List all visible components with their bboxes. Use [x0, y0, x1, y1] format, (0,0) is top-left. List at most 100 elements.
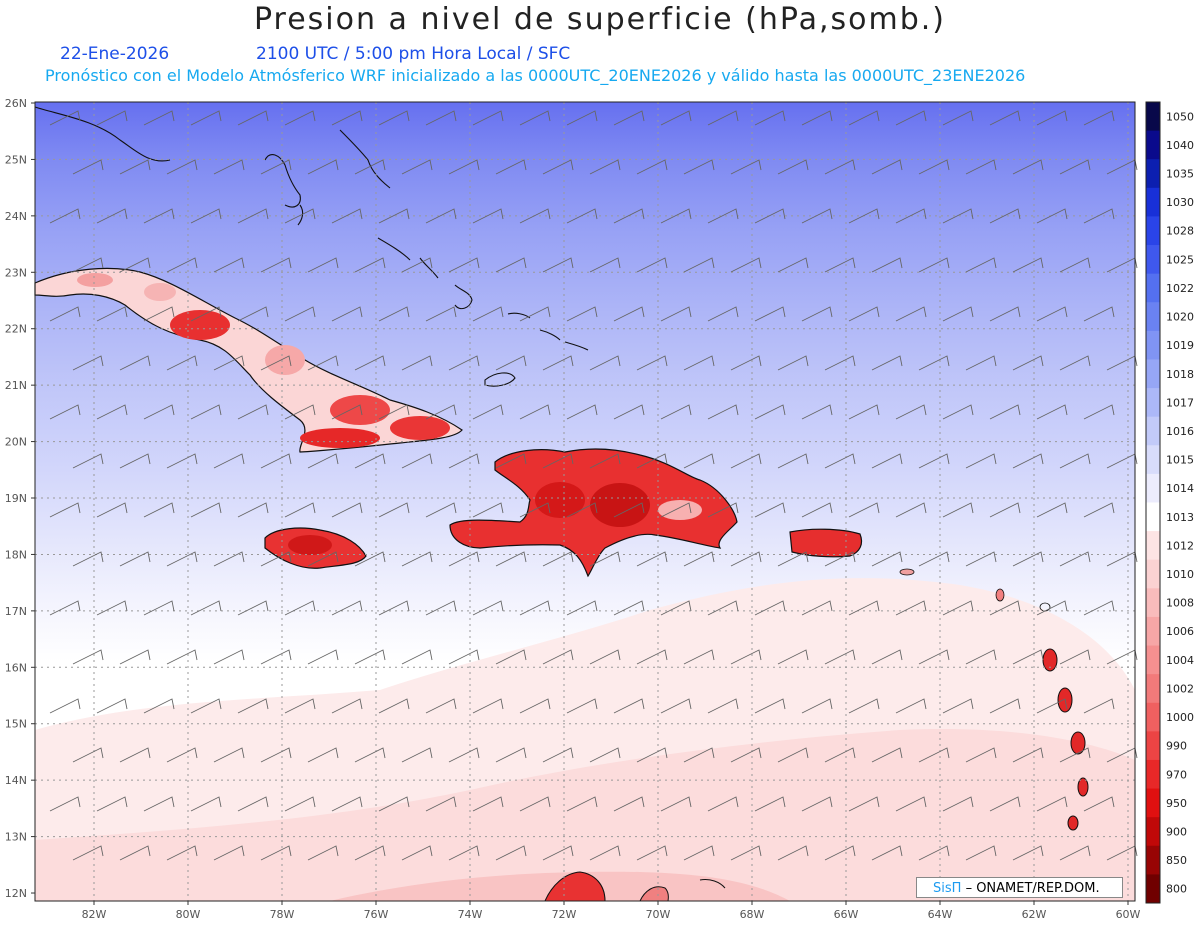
- wind-barb: [660, 110, 692, 126]
- wind-barb: [119, 257, 151, 273]
- wind-barb: [636, 649, 668, 665]
- wind-barb: [96, 502, 128, 518]
- wind-barb: [989, 404, 1021, 420]
- wind-barb: [566, 600, 598, 616]
- wind-barb: [190, 306, 222, 322]
- wind-barb: [871, 257, 903, 273]
- wind-barb: [354, 747, 386, 763]
- wind-barb: [589, 845, 621, 861]
- cuba-landmass: [34, 267, 463, 453]
- wind-barb: [801, 502, 833, 518]
- wind-barb: [401, 747, 433, 763]
- colorbar-label: 1040: [1166, 139, 1194, 152]
- wind-barb: [284, 306, 316, 322]
- wind-barb: [848, 796, 880, 812]
- wind-barb: [660, 502, 692, 518]
- colorbar-label: 1030: [1166, 196, 1194, 209]
- wind-barb: [1059, 159, 1091, 175]
- wind-barb: [754, 306, 786, 322]
- wind-barb: [1036, 110, 1068, 126]
- wind-barb: [448, 453, 480, 469]
- wind-barb: [49, 796, 81, 812]
- wind-barb: [730, 649, 762, 665]
- wind-barb: [213, 257, 245, 273]
- wind-barb: [307, 649, 339, 665]
- wind-barb: [777, 649, 809, 665]
- wind-barb: [1083, 110, 1115, 126]
- wind-barb: [49, 502, 81, 518]
- wind-barb: [824, 747, 856, 763]
- wind-barb: [448, 747, 480, 763]
- latitude-labels: 26N 25N 24N 23N 22N 21N 20N 19N 18N 17N 16N 15N 14N 1…: [5, 97, 35, 900]
- wind-barb: [942, 600, 974, 616]
- wind-barb: [96, 208, 128, 224]
- longitude-labels: 82W 80W 78W 76W 74W 72W 70W 68W 66W 64W 62W 60W: [82, 901, 1141, 921]
- wind-barb: [589, 453, 621, 469]
- wind-barb: [331, 698, 363, 714]
- colorbar-swatch: [1146, 759, 1160, 790]
- wind-barb: [989, 698, 1021, 714]
- wind-barb: [331, 110, 363, 126]
- wind-barb: [519, 600, 551, 616]
- wind-barb: [1083, 306, 1115, 322]
- colorbar-label: 1013: [1166, 511, 1194, 524]
- wind-barb: [260, 159, 292, 175]
- wind-barb: [613, 306, 645, 322]
- lon-label: 74W: [458, 908, 483, 921]
- wind-barb: [965, 355, 997, 371]
- wind-barb: [519, 110, 551, 126]
- wind-barb: [1036, 404, 1068, 420]
- colorbar-swatch: [1146, 359, 1160, 389]
- lat-label: 20N: [5, 436, 27, 449]
- wind-barb: [307, 257, 339, 273]
- colorbar-label: 970: [1166, 768, 1187, 781]
- wind-barb: [730, 453, 762, 469]
- wind-barb: [824, 649, 856, 665]
- wind-barb: [213, 355, 245, 371]
- wind-barb: [401, 649, 433, 665]
- wind-barb: [1059, 747, 1091, 763]
- wind-barb: [96, 698, 128, 714]
- wind-barb: [801, 110, 833, 126]
- wind-barb: [801, 404, 833, 420]
- wind-barb: [895, 306, 927, 322]
- lon-label: 60W: [1116, 908, 1141, 921]
- wind-barb: [566, 698, 598, 714]
- wind-barb: [589, 551, 621, 567]
- wind-barb: [1012, 159, 1044, 175]
- colorbar-label: 1016: [1166, 425, 1194, 438]
- wind-barb: [495, 355, 527, 371]
- wind-barb: [237, 110, 269, 126]
- wind-barb: [72, 551, 104, 567]
- wind-barb: [190, 208, 222, 224]
- wind-barb: [166, 551, 198, 567]
- colorbar-swatch: [1146, 731, 1160, 761]
- wind-barb: [542, 453, 574, 469]
- wind-barb: [425, 306, 457, 322]
- plot-frame: [34, 101, 1136, 902]
- wind-barb: [72, 355, 104, 371]
- wind-barb: [871, 649, 903, 665]
- wind-barb: [448, 159, 480, 175]
- lat-label: 25N: [5, 153, 27, 166]
- wind-barb: [542, 257, 574, 273]
- wind-barb: [777, 551, 809, 567]
- wind-barb: [190, 796, 222, 812]
- wind-barb: [942, 110, 974, 126]
- wind-barb: [495, 159, 527, 175]
- wind-barb: [848, 502, 880, 518]
- wind-barb: [495, 551, 527, 567]
- wind-barb: [213, 845, 245, 861]
- wind-barb: [213, 159, 245, 175]
- wind-barb: [918, 355, 950, 371]
- wind-barb: [260, 355, 292, 371]
- credit-brand: SisΠ: [933, 881, 962, 896]
- colorbar-swatch: [1146, 702, 1160, 732]
- wind-barb: [754, 600, 786, 616]
- lat-label: 16N: [5, 661, 27, 674]
- wind-barb: [401, 453, 433, 469]
- wind-barb: [166, 649, 198, 665]
- wind-barb: [307, 159, 339, 175]
- wind-barb: [237, 208, 269, 224]
- wind-barb: [707, 600, 739, 616]
